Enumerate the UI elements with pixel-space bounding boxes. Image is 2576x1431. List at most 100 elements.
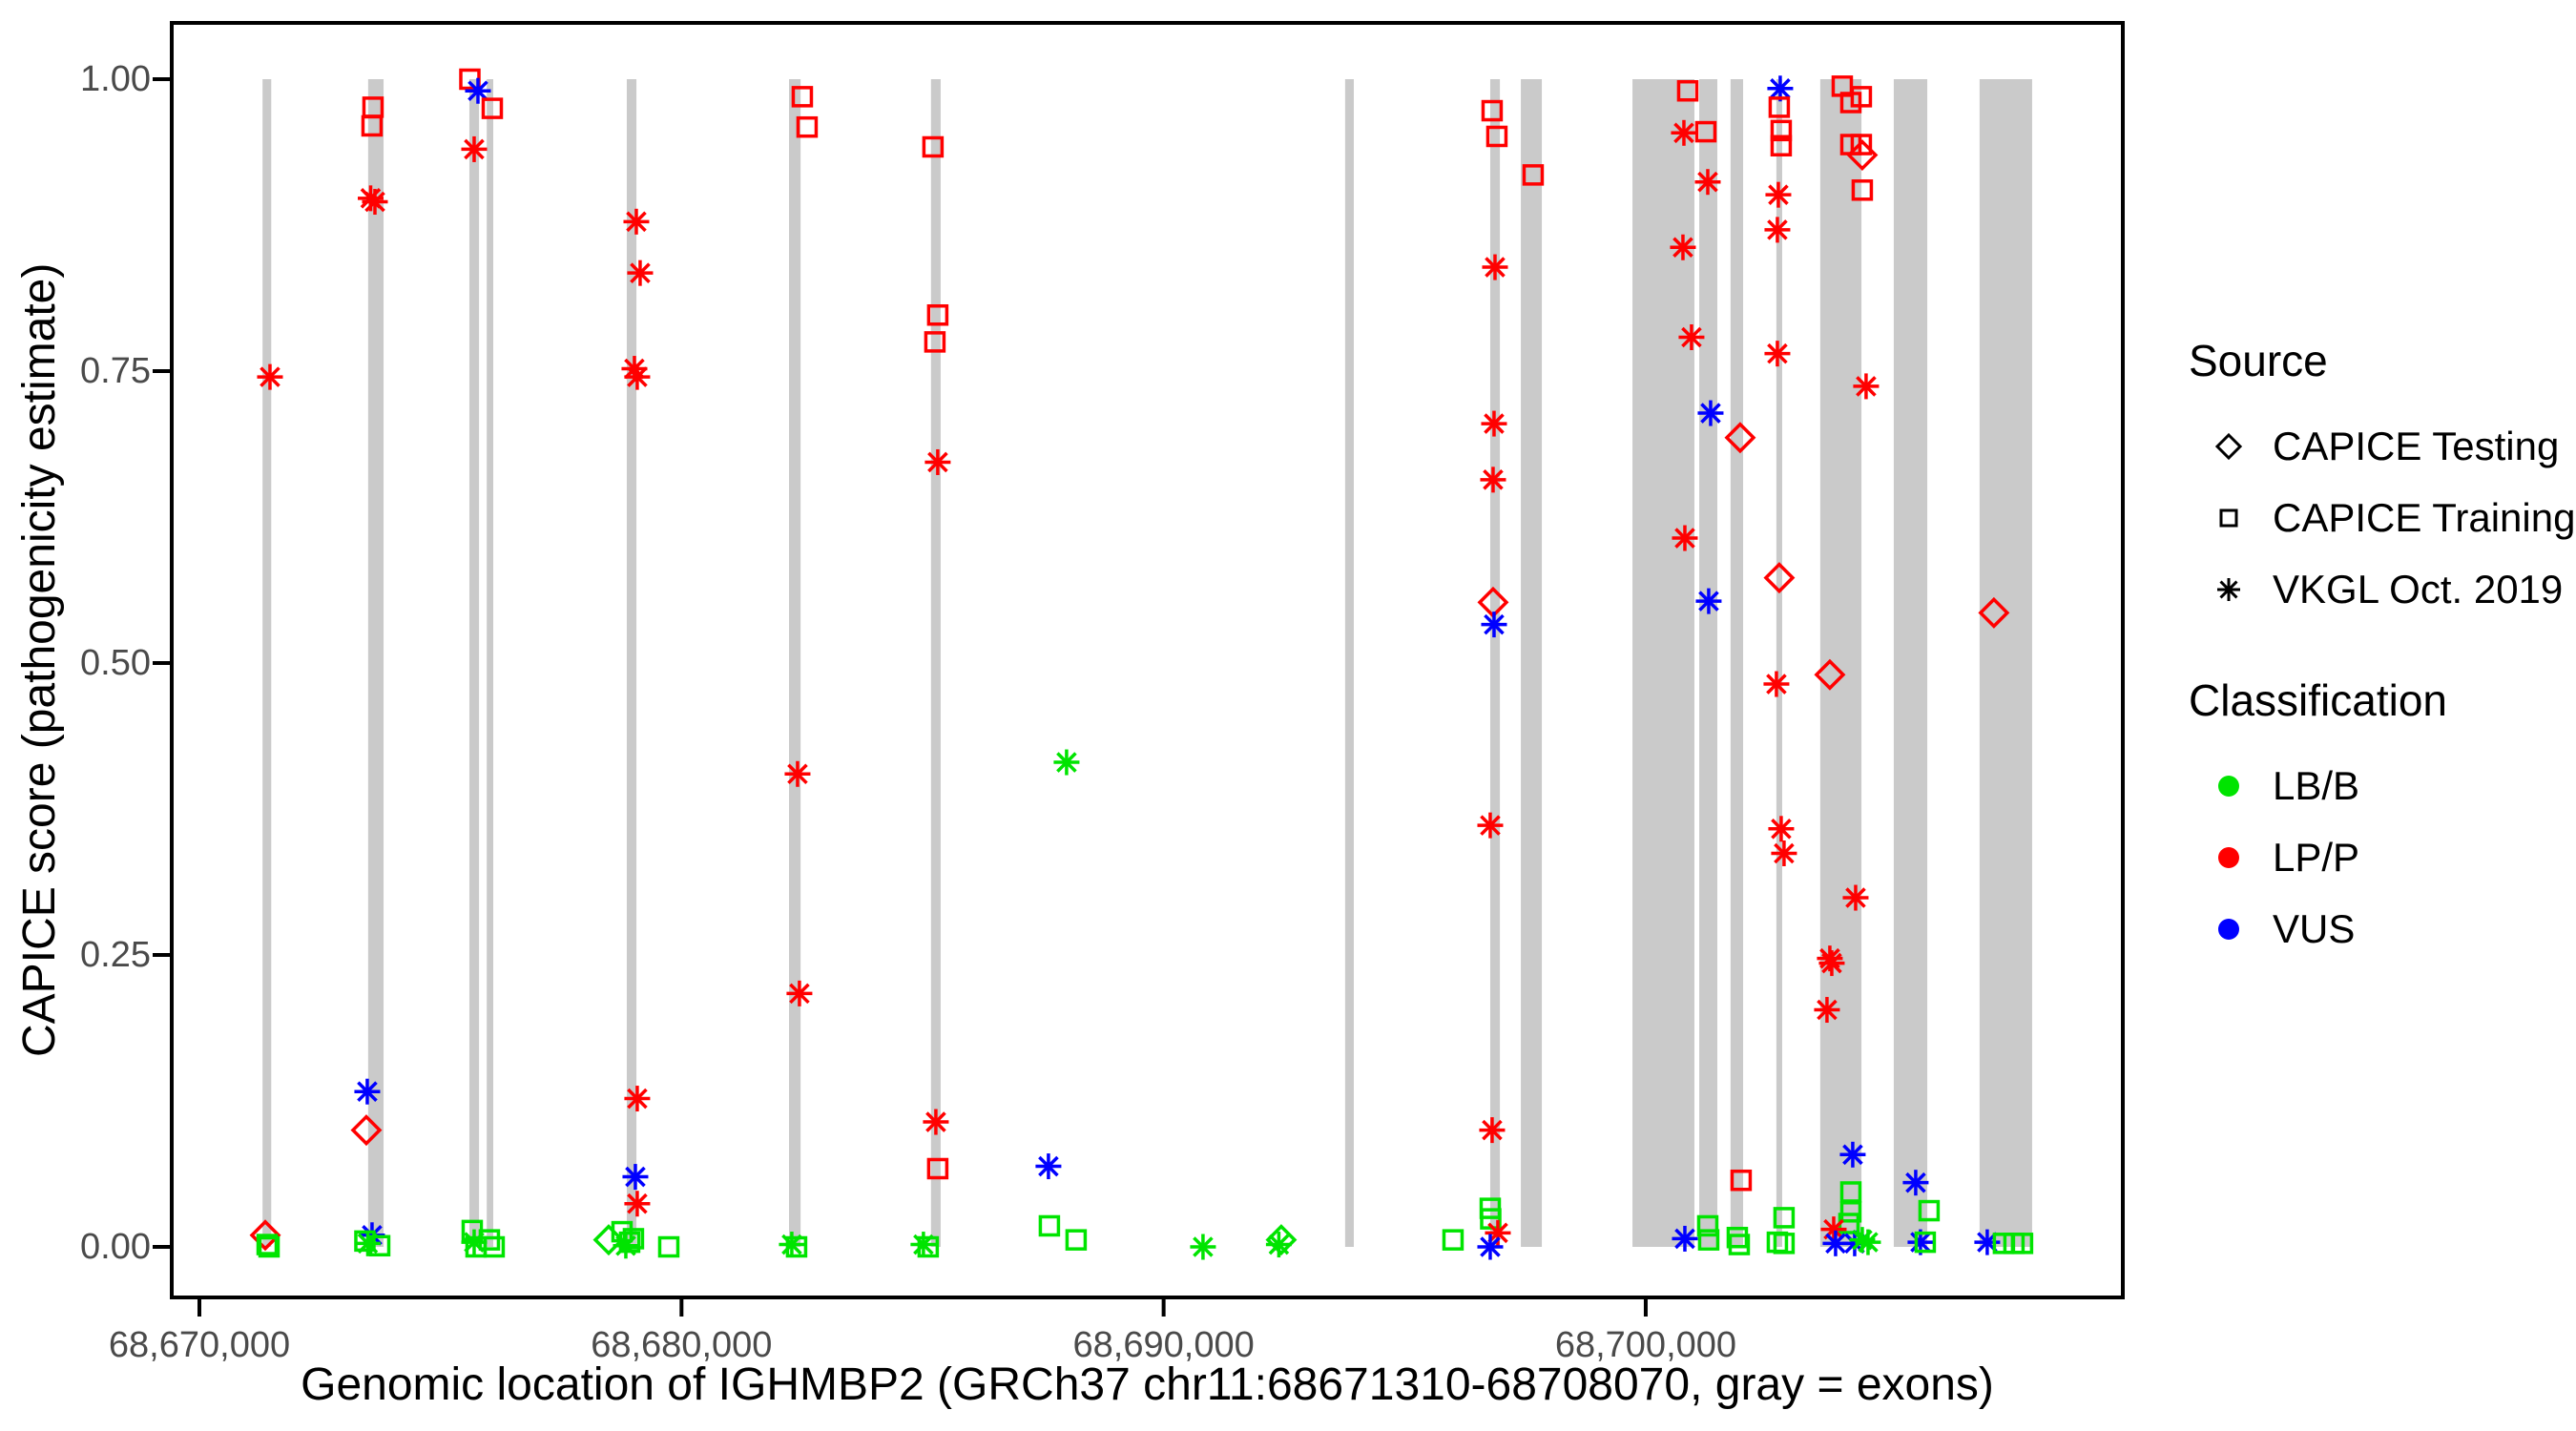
data-point-asterisk [1845, 887, 1866, 908]
data-point-square [924, 331, 946, 353]
data-point-asterisk [1910, 1232, 1931, 1253]
data-point-square [256, 1234, 279, 1255]
data-point-square [354, 1230, 376, 1253]
x-tick-label: 68,700,000 [1554, 1325, 1737, 1365]
data-point-square [1770, 119, 1793, 142]
data-point-square [785, 1235, 808, 1258]
data-point-square [922, 135, 945, 158]
square-icon [2189, 489, 2263, 547]
data-point-asterisk [627, 1192, 648, 1214]
legend-classification-title: Classification [2189, 675, 2447, 725]
data-point-square [481, 97, 504, 119]
data-point-asterisk [260, 366, 280, 387]
data-point-square [1768, 96, 1791, 118]
exon-bar [1521, 78, 1543, 1248]
data-point-square [1773, 1207, 1796, 1229]
data-point-square [1442, 1229, 1465, 1251]
panel-border [170, 21, 2125, 1299]
data-point-asterisk [1858, 1232, 1879, 1253]
diamond-icon [2189, 418, 2263, 475]
data-point-square [1485, 125, 1508, 148]
legend-item-lbb: LB/B [2189, 750, 2447, 821]
data-point-asterisk [1768, 184, 1789, 205]
data-point-square [1065, 1229, 1088, 1251]
x-tick-label: 68,680,000 [591, 1325, 773, 1365]
data-point-square [361, 114, 384, 137]
x-axis-title: Genomic location of IGHMBP2 (GRCh37 chr1… [301, 1359, 1994, 1410]
y-tick-label: 1.00 [80, 58, 151, 99]
y-tick-label: 0.00 [80, 1227, 151, 1267]
data-point-square [1839, 1201, 1862, 1223]
legend-item-lpp: LP/P [2189, 821, 2447, 893]
data-point-diamond [1265, 1224, 1298, 1256]
data-point-asterisk [1771, 819, 1792, 840]
data-point-square [1773, 1233, 1796, 1255]
exon-bar [1730, 78, 1744, 1248]
data-point-asterisk [364, 191, 385, 213]
exon-bar [1344, 78, 1354, 1248]
data-point-diamond [1814, 658, 1846, 691]
exon-bar [262, 78, 272, 1248]
exon-bar [1489, 78, 1501, 1248]
data-point-asterisk [1697, 171, 1718, 193]
y-tick-label: 0.50 [80, 642, 151, 683]
data-point-asterisk [1673, 122, 1694, 144]
data-point-asterisk [627, 366, 648, 387]
legend-item-label: LP/P [2273, 834, 2360, 880]
data-point-square [1850, 134, 1873, 156]
data-point-square [926, 1157, 949, 1180]
data-point-square [1918, 1199, 1941, 1222]
data-point-asterisk [1856, 376, 1877, 397]
exon-bar [789, 78, 801, 1248]
data-point-asterisk [357, 1081, 378, 1102]
x-tick-label: 68,690,000 [1072, 1325, 1255, 1365]
data-point-square [1839, 1181, 1862, 1203]
data-point-square [1914, 1231, 1937, 1254]
data-point-diamond [1846, 139, 1879, 172]
data-point-asterisk [925, 1111, 946, 1132]
data-point-diamond [592, 1224, 625, 1256]
data-point-asterisk [1767, 342, 1788, 364]
data-point-asterisk [1681, 326, 1702, 348]
data-point-asterisk [615, 1234, 636, 1256]
exon-bar [626, 78, 637, 1248]
legend-item-label: VKGL Oct. 2019 [2273, 566, 2564, 612]
legend-item-capice-training: CAPICE Training [2189, 482, 2575, 553]
data-point-asterisk [1842, 1144, 1863, 1166]
data-point-square [258, 1235, 280, 1258]
data-point-asterisk [1770, 78, 1791, 99]
data-point-square [1676, 79, 1699, 102]
exon-bar [930, 78, 941, 1248]
data-point-diamond [1724, 422, 1756, 454]
data-point-asterisk [1825, 1233, 1846, 1255]
exon-bar [1893, 78, 1928, 1248]
data-point-square [1839, 92, 1862, 114]
data-point-asterisk [1480, 815, 1501, 836]
data-point-square [1770, 135, 1793, 157]
data-point-asterisk [1698, 591, 1719, 612]
y-tick-label: 0.25 [80, 934, 151, 975]
data-point-square [917, 1235, 940, 1258]
data-point-asterisk [1485, 257, 1506, 278]
exon-bar [1699, 78, 1717, 1248]
data-point-square [2011, 1233, 2034, 1255]
data-point-square [1726, 1226, 1749, 1249]
data-point-asterisk [1672, 237, 1693, 259]
data-point-asterisk [1483, 469, 1504, 490]
exon-bar [1776, 78, 1782, 1248]
y-tick-label: 0.75 [80, 350, 151, 391]
data-point-asterisk [1484, 413, 1505, 434]
red-dot-icon [2189, 829, 2263, 886]
data-point-asterisk [1700, 403, 1721, 424]
legend-classification: Classification LB/B LP/P VUS [2189, 675, 2447, 964]
data-point-square [1038, 1214, 1061, 1237]
legend-source: Source CAPICE Testing CAPICE Training VK… [2189, 336, 2575, 625]
data-point-asterisk [1056, 752, 1077, 773]
data-point-asterisk [1774, 842, 1795, 864]
legend-source-items: CAPICE Testing CAPICE Training VKGL Oct.… [2189, 410, 2575, 625]
legend-item-vus: VUS [2189, 893, 2447, 964]
legend-item-label: LB/B [2273, 762, 2360, 808]
data-point-square [1730, 1169, 1753, 1192]
